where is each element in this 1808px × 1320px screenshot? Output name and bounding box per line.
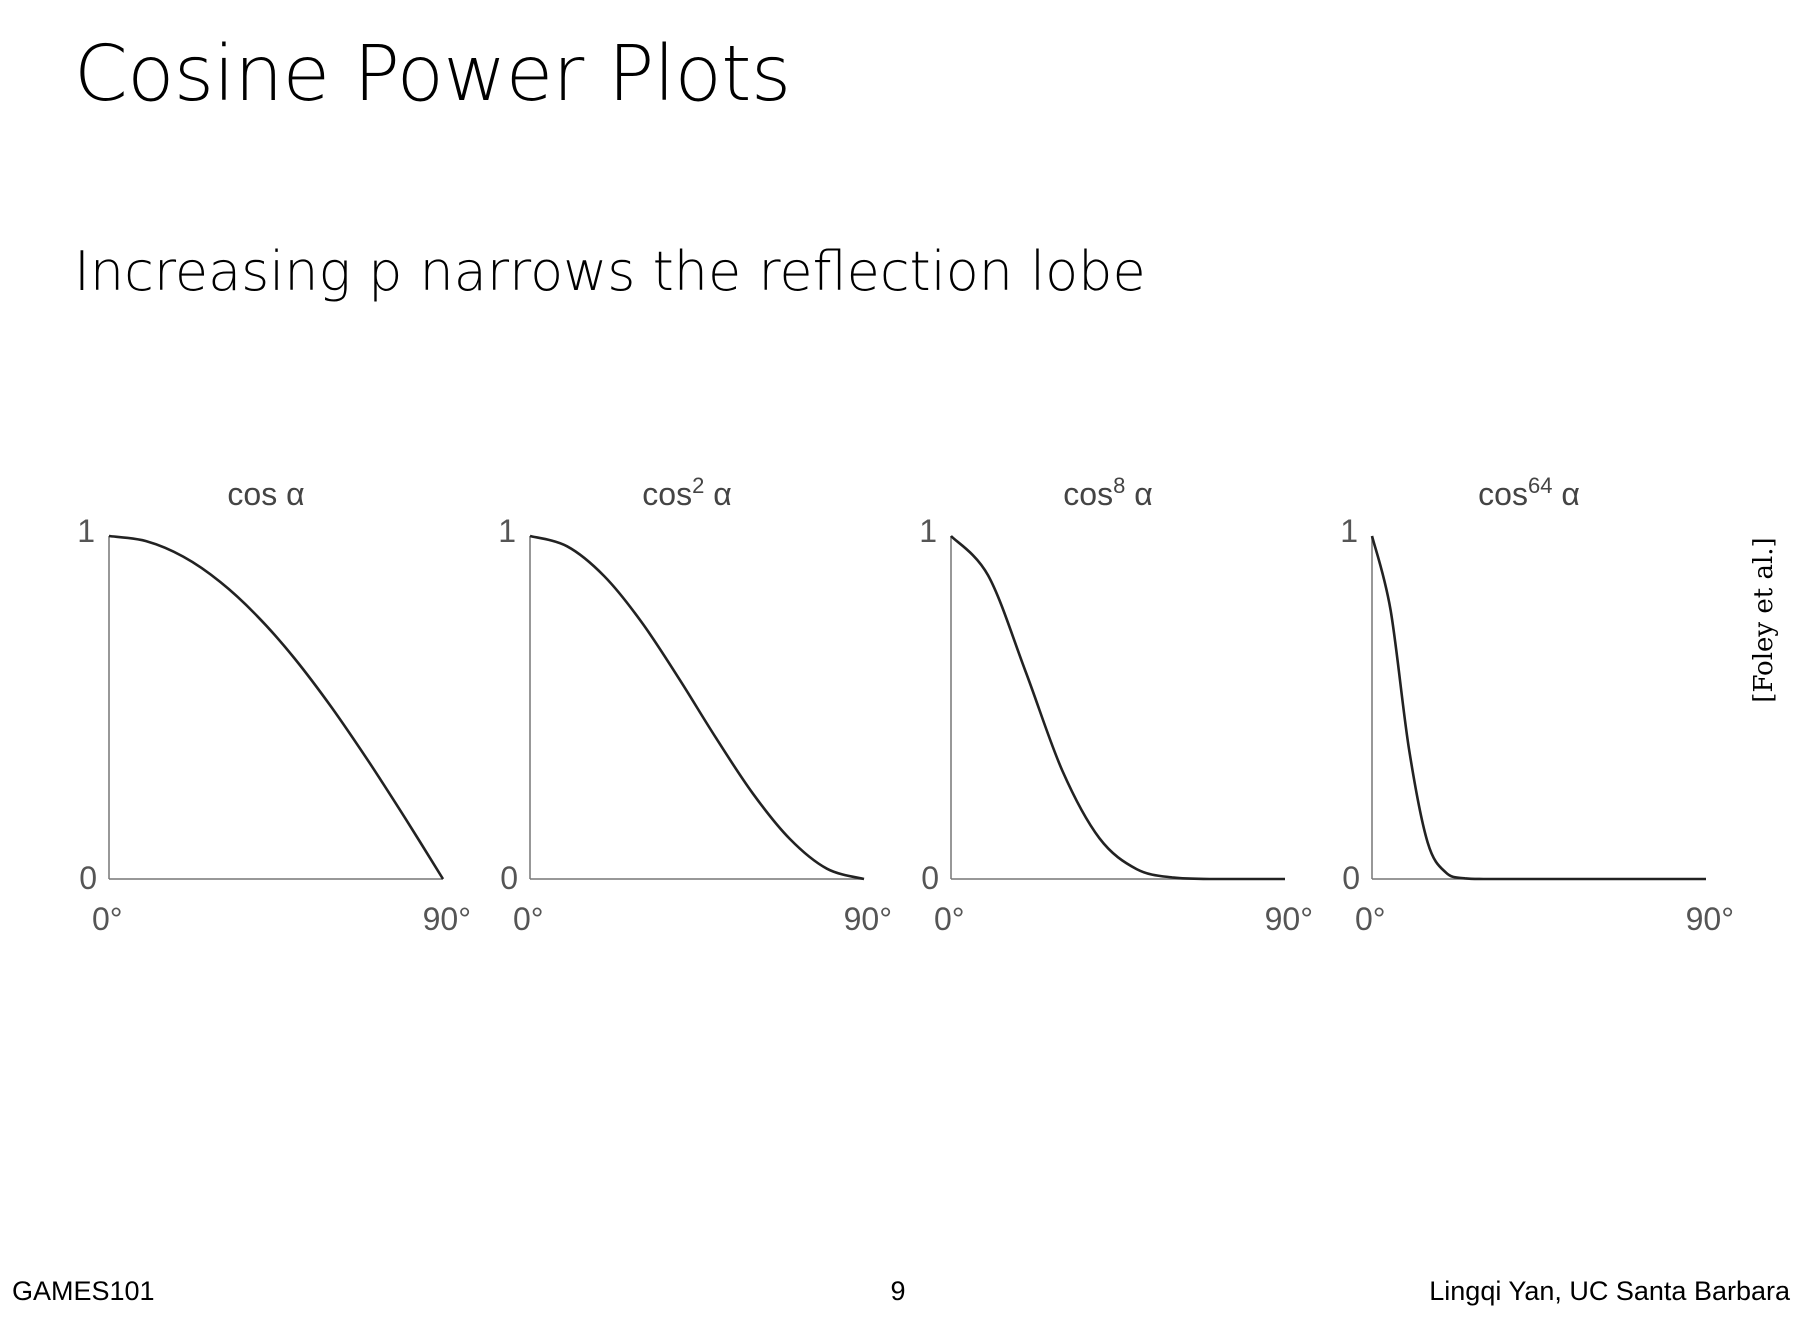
slide-subtitle: Increasing p narrows the reflection lobe: [74, 240, 1146, 303]
y-tick-label: 1: [77, 513, 95, 549]
chart-panel-4: cos64 α 1 0 0° 90°: [1340, 473, 1734, 937]
y-tick-label: 1: [498, 513, 516, 549]
chart-panel-1: cos α 1 0 0° 90°: [77, 476, 471, 937]
page-number: 9: [890, 1276, 906, 1306]
slide-title: Cosine Power Plots: [74, 30, 791, 119]
series-curve: [950, 535, 1285, 881]
x-tick-label: 0°: [513, 901, 544, 937]
x-tick-label: 0°: [1355, 901, 1386, 937]
y-tick-label: 1: [919, 513, 937, 549]
citation: [Foley et al.]: [1749, 537, 1779, 703]
x-tick-label: 90°: [844, 901, 892, 937]
x-tick-label: 0°: [92, 901, 123, 937]
y-tick-label: 0: [79, 860, 97, 896]
chart-title: cos α: [227, 476, 304, 512]
x-tick-label: 90°: [1686, 901, 1734, 937]
chart-title: cos64 α: [1478, 473, 1580, 512]
series-curve: [108, 534, 445, 880]
chart-title: cos2 α: [642, 473, 731, 512]
y-tick-label: 0: [921, 860, 939, 896]
x-tick-label: 90°: [1265, 901, 1313, 937]
series-curve: [529, 534, 865, 881]
x-tick-label: 0°: [934, 901, 965, 937]
chart-panel-2: cos2 α 1 0 0° 90°: [498, 473, 892, 937]
footer-course: GAMES101: [12, 1276, 155, 1306]
footer-author: Lingqi Yan, UC Santa Barbara: [1429, 1276, 1790, 1306]
y-tick-label: 0: [500, 860, 518, 896]
y-tick-label: 0: [1342, 860, 1360, 896]
y-tick-label: 1: [1340, 513, 1358, 549]
series-curve: [1370, 535, 1706, 881]
x-tick-label: 90°: [423, 901, 471, 937]
chart-panel-3: cos8 α 1 0 0° 90°: [919, 473, 1313, 937]
chart-title: cos8 α: [1063, 473, 1152, 512]
